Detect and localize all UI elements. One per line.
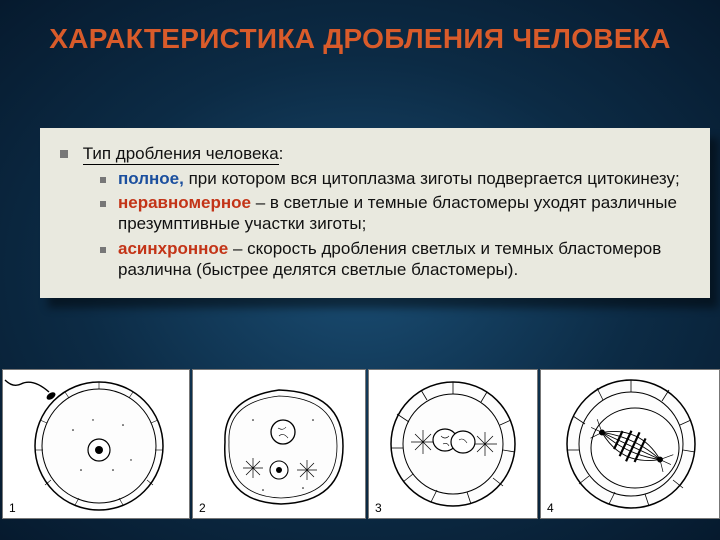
figure-label: 1 [9,501,16,515]
list-item: асинхронное – скорость дробления светлых… [100,239,690,280]
cell-diagram-icon [3,370,189,518]
keyword: неравномерное [118,193,251,212]
keyword: полное, [118,169,184,188]
figure-row: 1 [0,363,720,523]
heading-colon: : [279,144,284,163]
figure-1: 1 [2,369,190,519]
figure-4: 4 [540,369,720,519]
list-item: полное, при котором вся цитоплазма зигот… [100,169,690,190]
bullet-icon [60,150,68,158]
figure-label: 3 [375,501,382,515]
figure-3: 3 [368,369,538,519]
figure-2: 2 [192,369,366,519]
heading-text: Тип дробления человека [83,144,279,165]
content-box: Тип дробления человека: полное, при кото… [40,128,710,298]
figure-label: 2 [199,501,206,515]
cell-diagram-icon [369,370,537,518]
slide-title: ХАРАКТЕРИСТИКА ДРОБЛЕНИЯ ЧЕЛОВЕКА [0,22,720,56]
item-text: при котором вся цитоплазма зиготы подвер… [184,169,680,188]
list-item: неравномерное – в светлые и темные бласт… [100,193,690,234]
keyword: асинхронное [118,239,228,258]
figure-label: 4 [547,501,554,515]
cell-diagram-icon [193,370,365,518]
cell-diagram-icon [541,370,719,518]
slide: ХАРАКТЕРИСТИКА ДРОБЛЕНИЯ ЧЕЛОВЕКА Тип др… [0,0,720,540]
heading-line: Тип дробления человека: [60,144,690,165]
